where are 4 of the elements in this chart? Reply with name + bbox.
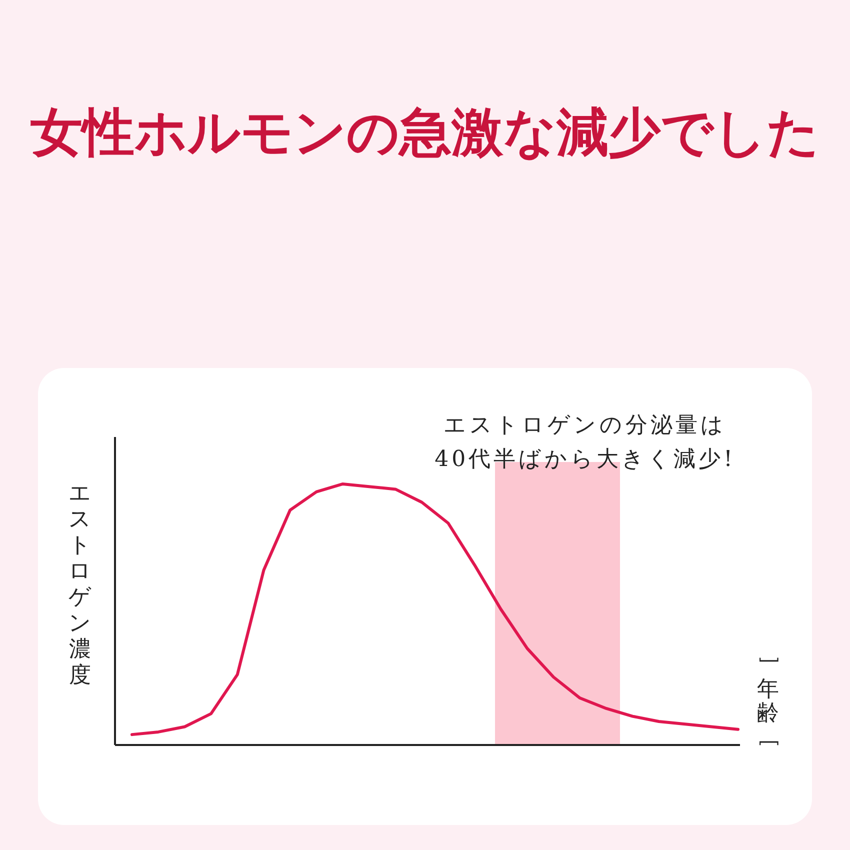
y-axis-title: エストロゲン濃度 <box>68 481 92 688</box>
text: エストロゲンの分泌量は 40代半ばから大きく減少! <box>434 413 736 472</box>
chart-title: 女性ホルモンの急激な減少でした <box>30 102 820 163</box>
x-axis-title: ﹇年齢﹈ <box>757 653 779 750</box>
